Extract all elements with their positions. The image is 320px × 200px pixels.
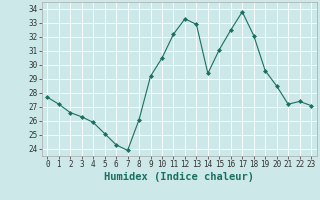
X-axis label: Humidex (Indice chaleur): Humidex (Indice chaleur): [104, 172, 254, 182]
